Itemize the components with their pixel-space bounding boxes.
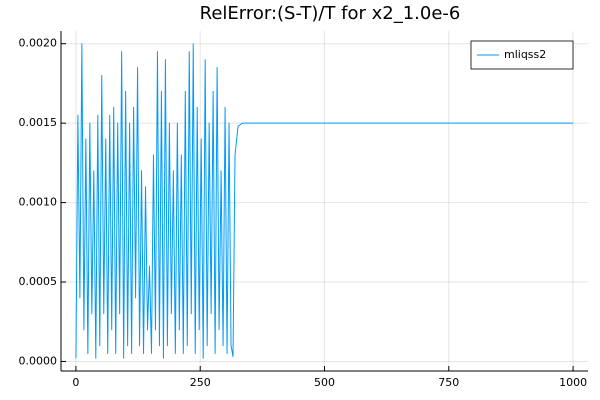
chart-title: RelError:(S-T)/T for x2_1.0e-6 [200,3,461,24]
y-tick-label: 0.0005 [19,275,58,288]
x-tick-label: 750 [438,376,459,389]
y-tick-label: 0.0010 [19,196,58,209]
legend-label: mliqss2 [504,48,546,61]
legend: mliqss2 [470,40,574,70]
y-tick-label: 0.0000 [19,354,58,367]
y-tick-label: 0.0020 [19,37,58,50]
x-tick-label: 1000 [559,376,587,389]
x-tick-label: 500 [314,376,335,389]
y-tick-label: 0.0015 [19,116,58,129]
x-tick-label: 250 [190,376,211,389]
data-line [75,43,574,359]
x-tick-label: 0 [72,376,79,389]
